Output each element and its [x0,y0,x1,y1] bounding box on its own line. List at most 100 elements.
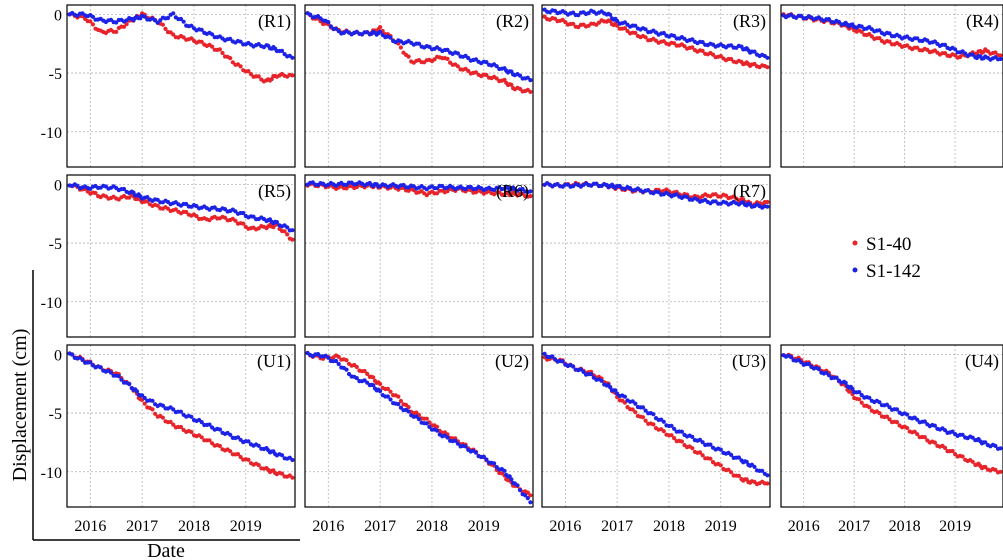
point-s1-40 [765,481,770,486]
point-s1-142 [279,48,285,54]
point-s1-40 [542,14,547,19]
points-r2 [305,11,533,94]
point-s1-40 [217,443,222,449]
point-s1-142 [241,210,246,216]
point-s1-142 [877,28,882,33]
panel-label-r3: (R3) [733,11,766,32]
point-s1-142 [744,459,749,464]
panel-r4: (R4) [780,4,1003,168]
frame-r1 [66,4,296,168]
point-s1-142 [142,14,147,19]
point-s1-40 [256,463,261,468]
point-s1-40 [228,449,233,454]
point-s1-142 [857,390,862,395]
point-s1-40 [285,232,290,237]
point-s1-142 [661,30,666,36]
frame-r2 [304,4,534,168]
panel-r1: (R1) [66,4,296,168]
plot-area-u2 [305,345,533,507]
panel-u3: (U3) [541,344,771,508]
point-s1-142 [114,20,119,25]
point-s1-142 [877,400,882,405]
point-s1-142 [765,55,770,60]
point-s1-142 [178,409,184,414]
frame-u2 [304,344,534,508]
point-s1-142 [528,78,533,83]
point-s1-142 [251,214,256,219]
point-s1-142 [633,401,638,406]
point-s1-40 [248,72,254,77]
point-s1-40 [406,54,411,59]
point-s1-40 [171,422,176,427]
y-tick-label: -5 [49,66,62,83]
point-s1-142 [970,52,975,57]
point-s1-40 [857,397,862,402]
point-s1-142 [181,19,186,24]
point-s1-142 [199,420,204,425]
point-s1-40 [993,50,998,55]
x-tick-label: 2018 [653,518,685,535]
y-tick-label: -5 [49,236,62,253]
points-r7 [542,180,770,210]
point-s1-142 [435,428,440,433]
point-s1-40 [398,45,403,50]
point-s1-142 [473,450,479,455]
point-s1-40 [877,411,882,416]
point-s1-142 [427,424,432,429]
x-tick-label: 2019 [939,518,971,535]
point-s1-142 [88,360,93,365]
point-s1-40 [960,454,965,459]
point-s1-40 [765,199,770,205]
point-s1-142 [661,419,666,424]
point-s1-142 [859,24,864,29]
panel-u1: (U1) [66,344,296,508]
point-s1-40 [640,415,646,420]
point-s1-40 [729,56,734,62]
point-s1-142 [729,452,734,457]
point-s1-142 [171,407,176,412]
panel-label-r7: (R7) [733,181,766,202]
point-s1-142 [414,414,419,419]
point-s1-40 [354,364,359,370]
point-s1-40 [290,237,295,242]
points-r5 [67,182,295,242]
panel-label-u4: (U4) [965,351,999,372]
x-tick-label: 2017 [838,518,870,535]
point-s1-40 [922,435,927,440]
grid-r5 [67,175,295,337]
point-s1-142 [238,39,243,44]
point-s1-142 [528,189,533,194]
point-s1-40 [887,417,892,422]
point-s1-40 [127,195,132,200]
point-s1-40 [983,464,988,470]
point-s1-40 [93,190,98,196]
point-s1-142 [326,20,331,25]
point-s1-40 [398,398,403,404]
point-s1-142 [90,14,95,19]
point-s1-142 [894,407,900,412]
point-s1-142 [672,426,677,431]
point-s1-142 [850,386,855,391]
point-s1-142 [633,23,638,28]
point-s1-40 [220,50,225,56]
point-s1-142 [960,432,965,437]
point-s1-40 [238,64,243,69]
x-tick-label: 2017 [601,518,633,535]
point-s1-142 [233,209,238,214]
point-s1-40 [672,41,677,46]
point-s1-142 [134,389,140,394]
point-s1-142 [608,12,613,17]
point-s1-40 [690,446,695,451]
panel-r2: (R2) [304,4,534,168]
point-s1-142 [178,16,184,22]
point-s1-40 [718,463,723,468]
point-s1-142 [643,408,648,413]
point-s1-142 [388,397,393,402]
point-s1-40 [230,60,235,65]
x-tick-label: 2019 [468,518,500,535]
point-s1-142 [613,388,618,393]
point-s1-40 [765,65,770,70]
point-s1-40 [194,214,199,219]
point-s1-40 [189,36,194,41]
point-s1-142 [210,32,215,37]
